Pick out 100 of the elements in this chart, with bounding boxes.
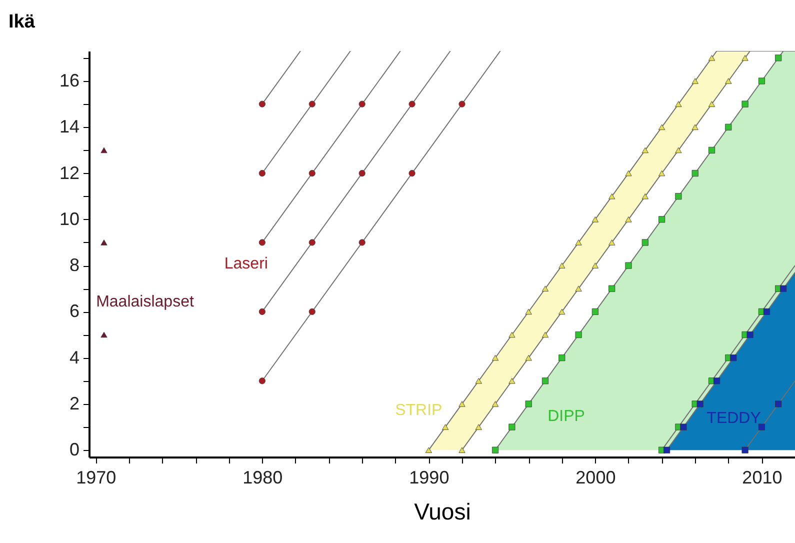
point bbox=[458, 401, 466, 407]
y-tick-label: 14 bbox=[59, 116, 80, 137]
y-tick-label: 2 bbox=[69, 393, 80, 414]
series-label: Laseri bbox=[224, 255, 268, 272]
x-tick-label: 1970 bbox=[76, 468, 116, 488]
x-tick-label: 2010 bbox=[742, 468, 782, 488]
point bbox=[758, 78, 765, 84]
point bbox=[508, 424, 516, 430]
point bbox=[542, 332, 549, 338]
point bbox=[258, 170, 266, 177]
point bbox=[775, 400, 782, 408]
point bbox=[625, 170, 632, 176]
point bbox=[525, 354, 532, 361]
point bbox=[725, 78, 732, 84]
point bbox=[696, 400, 704, 408]
point bbox=[358, 239, 366, 246]
point bbox=[742, 446, 748, 454]
x-tick-label: 2000 bbox=[576, 468, 616, 488]
point bbox=[425, 447, 432, 453]
point bbox=[692, 124, 698, 130]
point bbox=[508, 332, 516, 338]
point bbox=[608, 240, 616, 246]
point bbox=[525, 400, 532, 408]
x-tick-label: 1980 bbox=[242, 468, 283, 488]
point bbox=[525, 308, 532, 315]
point bbox=[308, 100, 316, 108]
series-label: STRIP bbox=[395, 402, 442, 420]
point bbox=[642, 239, 648, 246]
y-tick-label: 8 bbox=[69, 255, 80, 276]
point bbox=[692, 78, 698, 84]
point bbox=[725, 124, 732, 130]
x-tick-label: 1990 bbox=[409, 468, 450, 488]
point bbox=[742, 55, 748, 61]
y-tick-label: 0 bbox=[69, 440, 80, 460]
point bbox=[592, 308, 598, 315]
point bbox=[642, 147, 648, 154]
point bbox=[625, 216, 632, 222]
point bbox=[658, 216, 666, 223]
series-label: DIPP bbox=[548, 408, 585, 426]
point bbox=[575, 286, 582, 292]
y-tick-label: 4 bbox=[69, 347, 80, 368]
point bbox=[575, 240, 582, 246]
point bbox=[763, 308, 770, 315]
point bbox=[692, 170, 698, 177]
y-axis-title: Ikä bbox=[8, 12, 36, 32]
y-tick-label: 12 bbox=[59, 162, 80, 183]
point bbox=[658, 170, 666, 176]
point bbox=[708, 101, 716, 107]
point bbox=[675, 193, 682, 200]
point bbox=[475, 424, 482, 430]
point bbox=[100, 147, 108, 154]
point bbox=[742, 100, 748, 108]
series-label: TEDDY bbox=[706, 410, 762, 428]
point bbox=[664, 446, 670, 454]
point bbox=[100, 240, 108, 246]
point bbox=[675, 101, 682, 107]
point bbox=[308, 170, 316, 177]
point bbox=[625, 262, 632, 269]
point bbox=[558, 262, 566, 268]
point bbox=[542, 286, 549, 292]
point bbox=[758, 424, 765, 430]
point bbox=[408, 170, 416, 177]
point bbox=[592, 216, 598, 222]
point bbox=[492, 446, 499, 454]
point bbox=[408, 100, 416, 108]
point bbox=[680, 424, 687, 430]
point bbox=[442, 424, 449, 430]
point bbox=[708, 146, 716, 154]
point bbox=[558, 354, 566, 362]
point bbox=[458, 100, 466, 108]
point bbox=[458, 447, 466, 453]
point bbox=[492, 401, 499, 407]
point bbox=[658, 124, 666, 130]
point bbox=[730, 354, 737, 362]
point bbox=[575, 331, 582, 338]
point bbox=[358, 170, 366, 177]
y-tick-label: 10 bbox=[59, 208, 80, 229]
point bbox=[258, 100, 266, 108]
point bbox=[492, 354, 499, 361]
series-label: Maalaislapset bbox=[96, 294, 194, 311]
point bbox=[675, 147, 682, 154]
point bbox=[258, 378, 266, 384]
point bbox=[475, 378, 482, 384]
point bbox=[592, 262, 598, 268]
point bbox=[542, 378, 549, 384]
point bbox=[642, 193, 648, 200]
x-axis-title: Vuosi bbox=[414, 498, 471, 524]
point bbox=[508, 378, 516, 384]
point bbox=[608, 193, 616, 200]
point bbox=[258, 239, 266, 246]
point bbox=[775, 54, 782, 62]
point bbox=[708, 55, 716, 61]
y-tick-label: 6 bbox=[69, 301, 80, 322]
y-tick-label: 16 bbox=[59, 70, 80, 90]
point bbox=[713, 378, 720, 384]
point bbox=[258, 308, 266, 315]
point bbox=[746, 331, 754, 338]
point bbox=[558, 308, 566, 315]
point bbox=[308, 308, 316, 315]
point bbox=[308, 239, 316, 246]
